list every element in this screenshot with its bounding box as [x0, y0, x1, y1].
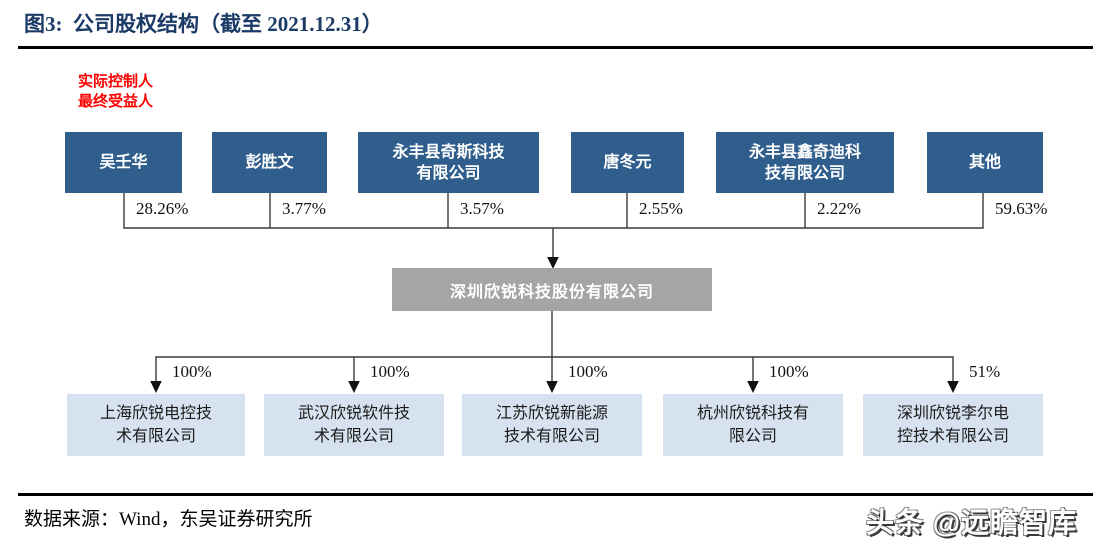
shareholder-box-wurenhua: 吴壬华 [65, 132, 182, 193]
shareholding-percent: 2.55% [639, 199, 683, 218]
subsidiary-percent: 51% [969, 362, 1001, 381]
shareholder-box-pengshengwen: 彭胜文 [212, 132, 327, 193]
footer-divider-line [18, 493, 1093, 496]
shareholding-percent: 3.77% [282, 199, 326, 218]
subsidiary-percent: 100% [370, 362, 410, 381]
figure-title: 图3: 公司股权结构（截至 2021.12.31） [24, 12, 383, 36]
shareholder-box-tangdongyuan: 唐冬元 [571, 132, 684, 193]
data-source-note: 数据来源：Wind，东吴证券研究所 [24, 509, 313, 530]
arrowheads [150, 257, 959, 393]
shareholding-percent: 2.22% [817, 199, 861, 218]
subsidiary-box-jiangsu: 江苏欣锐新能源 技术有限公司 [462, 394, 642, 456]
subsidiary-percent: 100% [568, 362, 608, 381]
parent-company-box: 深圳欣锐科技股份有限公司 [392, 268, 712, 311]
subsidiary-box-hangzhou: 杭州欣锐科技有 限公司 [663, 394, 843, 456]
shareholding-percent: 59.63% [995, 199, 1048, 218]
shareholding-percent: 28.26% [136, 199, 189, 218]
controller-note: 实际控制人 最终受益人 [78, 72, 153, 112]
toutiao-watermark: 头条 @远瞻智库 [866, 507, 1078, 538]
subsidiary-box-wuhan: 武汉欣锐软件技 术有限公司 [264, 394, 444, 456]
shareholder-box-qisi-tech: 永丰县奇斯科技 有限公司 [358, 132, 539, 193]
subsidiary-percent: 100% [172, 362, 212, 381]
shareholder-box-xinqidi-tech: 永丰县鑫奇迪科 技有限公司 [716, 132, 894, 193]
shareholding-percent: 3.57% [460, 199, 504, 218]
controller-note-line1: 实际控制人 [78, 73, 154, 90]
controller-note-line2: 最终受益人 [78, 93, 154, 110]
shareholder-box-others: 其他 [927, 132, 1043, 193]
subsidiary-percent: 100% [769, 362, 809, 381]
title-divider-line [18, 46, 1093, 49]
subsidiary-box-shenzhen-lear: 深圳欣锐李尔电 控技术有限公司 [863, 394, 1043, 456]
subsidiary-box-shanghai: 上海欣锐电控技 术有限公司 [67, 394, 245, 456]
